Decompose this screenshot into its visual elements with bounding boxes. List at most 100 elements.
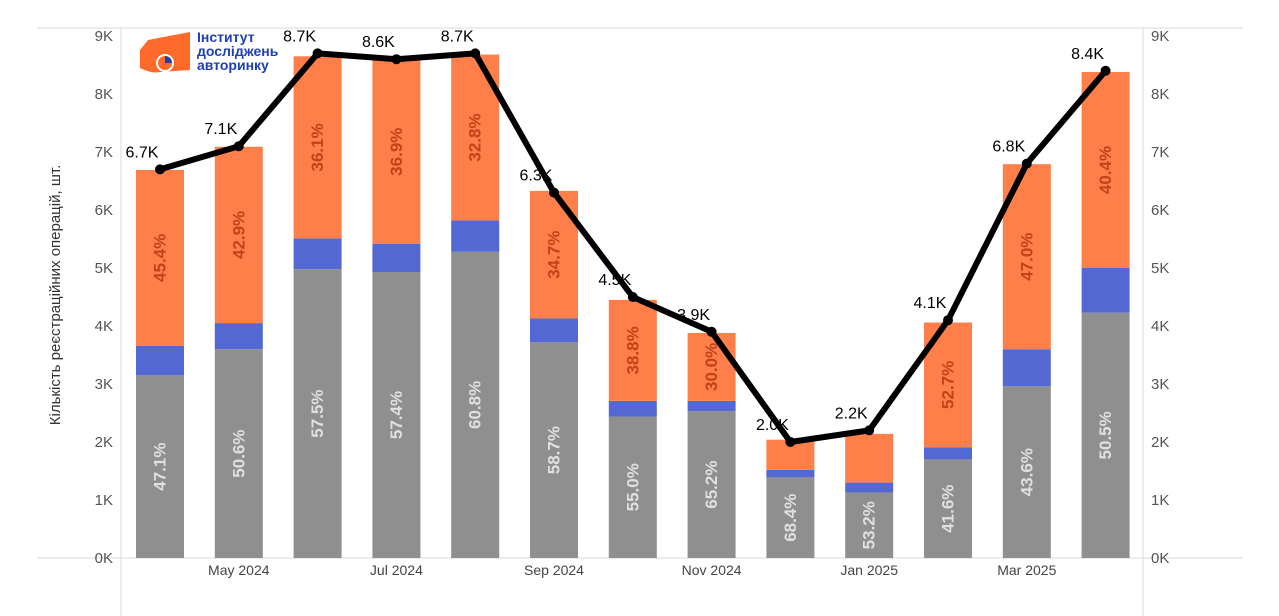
- logo-line-3: авторинку: [197, 57, 269, 73]
- bar-segment: [608, 299, 657, 401]
- bar-segment: [608, 400, 657, 417]
- bar-segment: [293, 269, 342, 558]
- bar-segment: [924, 459, 972, 558]
- total-point: [627, 292, 638, 302]
- x-tick-label: Jul 2024: [370, 562, 423, 578]
- bar-segment: [214, 349, 263, 558]
- y-tick-left: 8K: [95, 86, 113, 103]
- bars: [136, 54, 1130, 558]
- y-tick-left: 3K: [95, 376, 113, 393]
- bar-percent-label: 60.8%: [466, 381, 485, 429]
- bar-percent-label: 36.9%: [387, 128, 406, 176]
- bar-percent-label: 65.2%: [702, 461, 721, 509]
- bar-segment: [1002, 349, 1051, 387]
- y-tick-right: 8K: [1151, 86, 1169, 103]
- bar-percent-labels: 47.1% 45.4% 50.6% 42.9% 57.5% 36.1% 57.4% 36.9%…: [151, 113, 1116, 549]
- y-tick-right: 1K: [1151, 492, 1169, 509]
- institute-logo: Інститут досліджень авторинку: [140, 29, 279, 73]
- bar-percent-label: 32.8%: [466, 113, 485, 161]
- bar-percent-label: 41.6%: [939, 485, 958, 533]
- total-label: 3.9K: [677, 307, 710, 324]
- bar-segment: [845, 492, 894, 558]
- bar-segment: [136, 375, 184, 558]
- total-point: [785, 437, 796, 447]
- y-axis-label: Кількість реєстраційних операцій, шт.: [47, 165, 64, 425]
- bar-percent-label: 38.8%: [623, 326, 642, 374]
- bar-percent-label: 40.4%: [1096, 146, 1115, 194]
- bar-segment: [372, 272, 421, 558]
- total-label: 2.0K: [756, 417, 789, 434]
- total-label: 8.7K: [283, 28, 316, 45]
- total-point: [1021, 158, 1032, 169]
- y-tick-right: 5K: [1151, 260, 1169, 277]
- bar-segment: [214, 323, 263, 350]
- bar-segment: [136, 169, 184, 346]
- bar-segment: [766, 477, 815, 558]
- x-tick-label: Sep 2024: [524, 562, 584, 578]
- total-label: 7.1K: [204, 121, 237, 138]
- total-point: [391, 54, 402, 65]
- bar-segment: [687, 332, 736, 401]
- bar-segment: [293, 56, 342, 239]
- bar-segment: [924, 447, 972, 460]
- bar-segment: [530, 342, 578, 558]
- bar-percent-label: 45.4%: [151, 234, 170, 282]
- bar-percent-label: 57.5%: [308, 389, 327, 437]
- y-tick-left: 9K: [95, 28, 113, 45]
- y-tick-right: 6K: [1151, 202, 1169, 219]
- bar-percent-label: 55.0%: [623, 463, 642, 511]
- bar-segment: [530, 318, 578, 343]
- bar-segment: [687, 400, 736, 412]
- bar-percent-label: 50.5%: [1096, 411, 1115, 459]
- bar-percent-label: 36.1%: [308, 123, 327, 171]
- bar-percent-label: 43.6%: [1017, 448, 1036, 496]
- y-axis-left: 0K 1K 2K 3K 4K 5K 6K 7K 8K 9K: [95, 28, 113, 567]
- bar-segment: [451, 220, 500, 252]
- bar-percent-label: 52.7%: [939, 361, 958, 409]
- bar-segment: [766, 469, 815, 478]
- bar-segment: [293, 238, 342, 270]
- logo-car-shape: [140, 32, 190, 73]
- total-point: [1100, 65, 1111, 76]
- bar-segment: [687, 411, 736, 558]
- total-label: 6.3K: [520, 168, 553, 185]
- logo-pie-icon: [165, 56, 172, 63]
- bar-segment: [214, 146, 263, 324]
- x-axis: May 2024 Jul 2024 Sep 2024 Nov 2024 Jan 2025…: [208, 562, 1057, 578]
- total-point: [155, 164, 165, 175]
- y-tick-right: 9K: [1151, 28, 1169, 45]
- total-label: 2.2K: [835, 405, 868, 422]
- bar-segment: [451, 251, 500, 558]
- bar-percent-label: 30.0%: [702, 343, 721, 391]
- y-tick-right: 4K: [1151, 318, 1169, 335]
- total-point: [470, 48, 481, 59]
- total-line: 6.7K 7.1K 8.7K 8.6K 8.7K 6.3K 4.5K 3.9K 2.0K 2.2K…: [126, 28, 1111, 447]
- total-point: [706, 326, 717, 337]
- bar-segment: [136, 345, 184, 376]
- y-tick-left: 0K: [95, 550, 113, 567]
- y-tick-left: 1K: [95, 492, 113, 509]
- bar-percent-label: 42.9%: [229, 211, 248, 259]
- bar-segment: [372, 243, 421, 273]
- logo-line-1: Інститут: [197, 29, 255, 45]
- total-label: 4.1K: [914, 295, 947, 312]
- y-tick-right: 3K: [1151, 376, 1169, 393]
- x-tick-label: Mar 2025: [997, 562, 1056, 578]
- total-point: [233, 141, 244, 152]
- bar-segment: [372, 59, 421, 244]
- y-tick-left: 7K: [95, 144, 113, 161]
- total-label: 8.6K: [362, 34, 395, 51]
- y-axis-right: 0K 1K 2K 3K 4K 5K 6K 7K 8K 9K: [1151, 28, 1169, 567]
- bar-percent-label: 47.0%: [1017, 233, 1036, 281]
- bar-percent-label: 57.4%: [387, 391, 406, 439]
- total-point: [864, 425, 875, 436]
- y-tick-right: 7K: [1151, 144, 1169, 161]
- x-tick-label: May 2024: [208, 562, 270, 578]
- bar-percent-label: 50.6%: [229, 429, 248, 477]
- bar-percent-label: 53.2%: [860, 501, 879, 549]
- bar-segment: [1081, 268, 1130, 313]
- total-point: [943, 315, 953, 326]
- bar-segment: [1081, 312, 1130, 558]
- total-label: 8.7K: [441, 28, 474, 45]
